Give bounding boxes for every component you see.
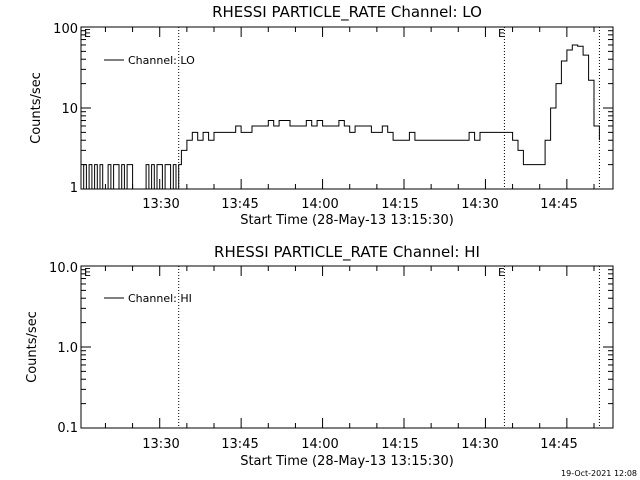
x-tick-label: 14:45 (540, 197, 577, 212)
chart-title: RHESSI PARTICLE_RATE Channel: LO (212, 3, 482, 22)
legend-entry: Channel: HI (128, 292, 192, 305)
y-tick-label: 0.1 (57, 421, 78, 436)
y-tick-labels: 100 10 1 (53, 22, 78, 196)
y-tick-label: 10.0 (49, 261, 78, 276)
x-tick-label: 13:45 (221, 197, 258, 212)
y-tick-labels: 10.0 1.0 0.1 (49, 261, 78, 436)
legend-entry: Channel: LO (128, 54, 195, 67)
y-tick-label: 1.0 (57, 341, 78, 356)
panel-lo: RHESSI PARTICLE_RATE Channel: LO Counts/… (29, 3, 614, 228)
y-axis-label: Counts/sec (25, 311, 40, 383)
x-tick-label: 14:45 (540, 437, 577, 452)
event-marker-label: E (498, 27, 505, 40)
x-tick-label: 13:30 (142, 437, 179, 452)
series-line (81, 44, 600, 190)
event-marker-label: E (498, 266, 505, 279)
x-axis-label: Start Time (28-May-13 13:15:30) (240, 213, 454, 228)
footer-timestamp: 19-Oct-2021 12:08 (561, 469, 637, 478)
event-marker-label: E (84, 27, 91, 40)
y-tick-label: 10 (61, 102, 78, 117)
x-tick-label: 14:00 (301, 197, 338, 212)
chart-title: RHESSI PARTICLE_RATE Channel: HI (214, 243, 480, 262)
x-tick-label: 13:45 (221, 437, 258, 452)
x-tick-label: 14:00 (301, 437, 338, 452)
x-tick-label: 14:30 (461, 197, 498, 212)
x-tick-labels: 13:30 13:45 14:00 14:15 14:30 14:45 (142, 197, 577, 212)
y-axis-label: Counts/sec (29, 72, 44, 144)
x-tick-label: 13:30 (142, 197, 179, 212)
x-tick-label: 14:15 (381, 437, 418, 452)
event-marker-label: E (84, 266, 91, 279)
x-tick-label: 14:30 (461, 437, 498, 452)
panel-hi: RHESSI PARTICLE_RATE Channel: HI Counts/… (25, 243, 614, 469)
y-tick-label: 100 (53, 22, 78, 37)
x-axis-label: Start Time (28-May-13 13:15:30) (240, 454, 454, 469)
x-tick-labels: 13:30 13:45 14:00 14:15 14:30 14:45 (142, 437, 577, 452)
x-tick-label: 14:15 (381, 197, 418, 212)
y-tick-label: 1 (70, 181, 78, 196)
